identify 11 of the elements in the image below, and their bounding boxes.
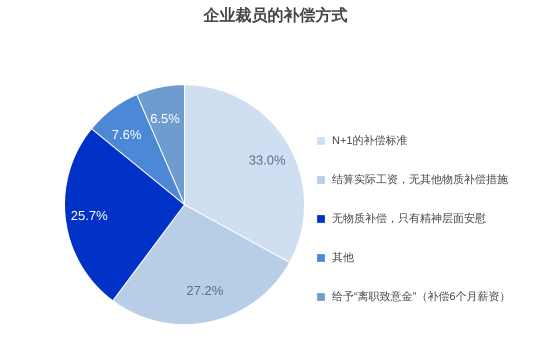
legend-label: 结算实际工资，无其他物质补偿措施 [332,172,508,187]
chart-title: 企业裁员的补偿方式 [202,6,348,24]
legend-label: 无物质补偿，只有精神层面安慰 [332,212,486,226]
data-label: 6.5% [150,110,180,126]
data-label: 33.0% [248,152,286,168]
data-label: 25.7% [70,208,108,223]
data-label: 27.2% [186,283,224,298]
legend-label: N+1的补偿标准 [332,134,408,148]
data-label: 7.6% [112,126,142,142]
legend-label: 给予“离职致意金”（补偿6个月薪资） [332,290,510,304]
legend-label: 其他 [332,251,354,265]
